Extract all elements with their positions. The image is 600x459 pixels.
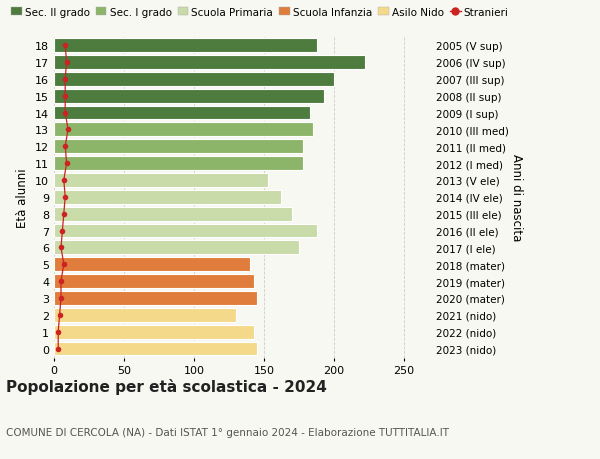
Bar — [54, 90, 324, 103]
Point — [53, 345, 63, 353]
Bar — [54, 123, 313, 137]
Bar — [54, 274, 254, 288]
Point — [59, 177, 68, 184]
Bar — [54, 39, 317, 53]
Bar — [54, 325, 254, 339]
Bar — [54, 56, 365, 70]
Point — [61, 194, 70, 201]
Point — [59, 261, 68, 269]
Y-axis label: Età alunni: Età alunni — [16, 168, 29, 227]
Point — [56, 295, 66, 302]
Legend: Sec. II grado, Sec. I grado, Scuola Primaria, Scuola Infanzia, Asilo Nido, Stran: Sec. II grado, Sec. I grado, Scuola Prim… — [11, 7, 509, 17]
Point — [58, 227, 67, 235]
Point — [55, 312, 64, 319]
Bar — [54, 224, 317, 238]
Y-axis label: Anni di nascita: Anni di nascita — [510, 154, 523, 241]
Point — [59, 211, 68, 218]
Bar — [54, 342, 257, 356]
Bar — [54, 157, 303, 171]
Point — [56, 244, 66, 252]
Point — [62, 160, 71, 168]
Bar — [54, 308, 236, 322]
Bar — [54, 140, 303, 154]
Bar — [54, 190, 281, 204]
Point — [61, 42, 70, 50]
Point — [61, 143, 70, 151]
Bar — [54, 106, 310, 120]
Point — [56, 278, 66, 285]
Point — [53, 328, 63, 336]
Text: COMUNE DI CERCOLA (NA) - Dati ISTAT 1° gennaio 2024 - Elaborazione TUTTITALIA.IT: COMUNE DI CERCOLA (NA) - Dati ISTAT 1° g… — [6, 427, 449, 437]
Point — [61, 76, 70, 83]
Bar — [54, 207, 292, 221]
Point — [63, 126, 73, 134]
Bar — [54, 73, 334, 86]
Bar — [54, 291, 257, 305]
Bar — [54, 241, 299, 255]
Point — [61, 110, 70, 117]
Point — [62, 59, 71, 67]
Bar — [54, 258, 250, 272]
Text: Popolazione per età scolastica - 2024: Popolazione per età scolastica - 2024 — [6, 379, 327, 395]
Bar — [54, 174, 268, 187]
Point — [61, 93, 70, 100]
